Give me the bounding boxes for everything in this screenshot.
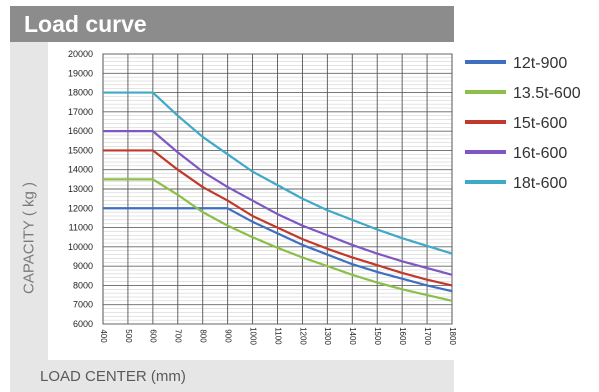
y-tick-label: 7000: [73, 300, 93, 310]
x-tick-label: 1100: [273, 327, 282, 345]
x-tick-label: 1800: [448, 327, 457, 345]
legend-label: 16t-600: [513, 145, 567, 162]
series-lines: [103, 91, 453, 302]
x-tick-label: 1600: [398, 327, 407, 345]
legend: 12t-900 13.5t-600 15t-600 16t-600 18t-600: [465, 55, 581, 192]
y-tick-label: 9000: [73, 261, 93, 271]
y-tick-label: 6000: [73, 319, 93, 329]
x-tick-label: 800: [199, 329, 208, 343]
y-tick-label: 11000: [69, 223, 93, 233]
y-tick-label: 12000: [68, 203, 93, 213]
x-tick-label: 900: [224, 329, 233, 343]
y-tick-label: 16000: [68, 126, 93, 136]
series-line-18t-600: [103, 91, 453, 255]
legend-label: 12t-900: [513, 55, 567, 72]
y-tick-label: 19000: [68, 68, 93, 78]
x-tick-label: 600: [149, 329, 158, 343]
series-line-12t-900: [103, 207, 453, 293]
legend-label: 18t-600: [513, 175, 567, 192]
y-tick-label: 10000: [68, 242, 93, 252]
series-line-13.5t-600: [103, 178, 453, 302]
chart-title: Load curve: [24, 11, 147, 37]
x-tick-label: 400: [99, 329, 108, 343]
series-line-15t-600: [103, 149, 453, 287]
x-tick-labels: 400 500 600 700 800 900 1000 1100 1200 1300 1400 15…: [99, 327, 457, 345]
y-tick-label: 8000: [73, 280, 93, 290]
bottom-band: [10, 360, 454, 392]
y-tick-label: 18000: [68, 88, 93, 98]
legend-label: 15t-600: [513, 115, 567, 132]
chart-title-bar: Load curve: [10, 6, 454, 42]
y-tick-label: 13000: [68, 184, 93, 194]
y-tick-label: 15000: [68, 145, 93, 155]
y-tick-label: 17000: [68, 107, 93, 117]
left-band: [10, 42, 48, 360]
x-tick-label: 1500: [373, 327, 382, 345]
x-tick-label: 1400: [348, 327, 357, 345]
y-tick-label: 20000: [68, 49, 93, 59]
x-tick-label: 1200: [298, 327, 307, 345]
legend-label: 13.5t-600: [513, 85, 581, 102]
x-tick-label: 500: [124, 329, 133, 343]
x-axis-label: LOAD CENTER (mm): [40, 368, 186, 385]
y-tick-labels: 20000 19000 18000 17000 16000 15000 14000 13000…: [68, 49, 93, 329]
x-tick-label: 1700: [423, 327, 432, 345]
x-tick-label: 1300: [323, 327, 332, 345]
x-tick-label: 1000: [248, 327, 257, 345]
x-tick-label: 700: [174, 329, 183, 343]
y-tick-label: 14000: [68, 165, 93, 175]
series-line-16t-600: [103, 130, 453, 276]
